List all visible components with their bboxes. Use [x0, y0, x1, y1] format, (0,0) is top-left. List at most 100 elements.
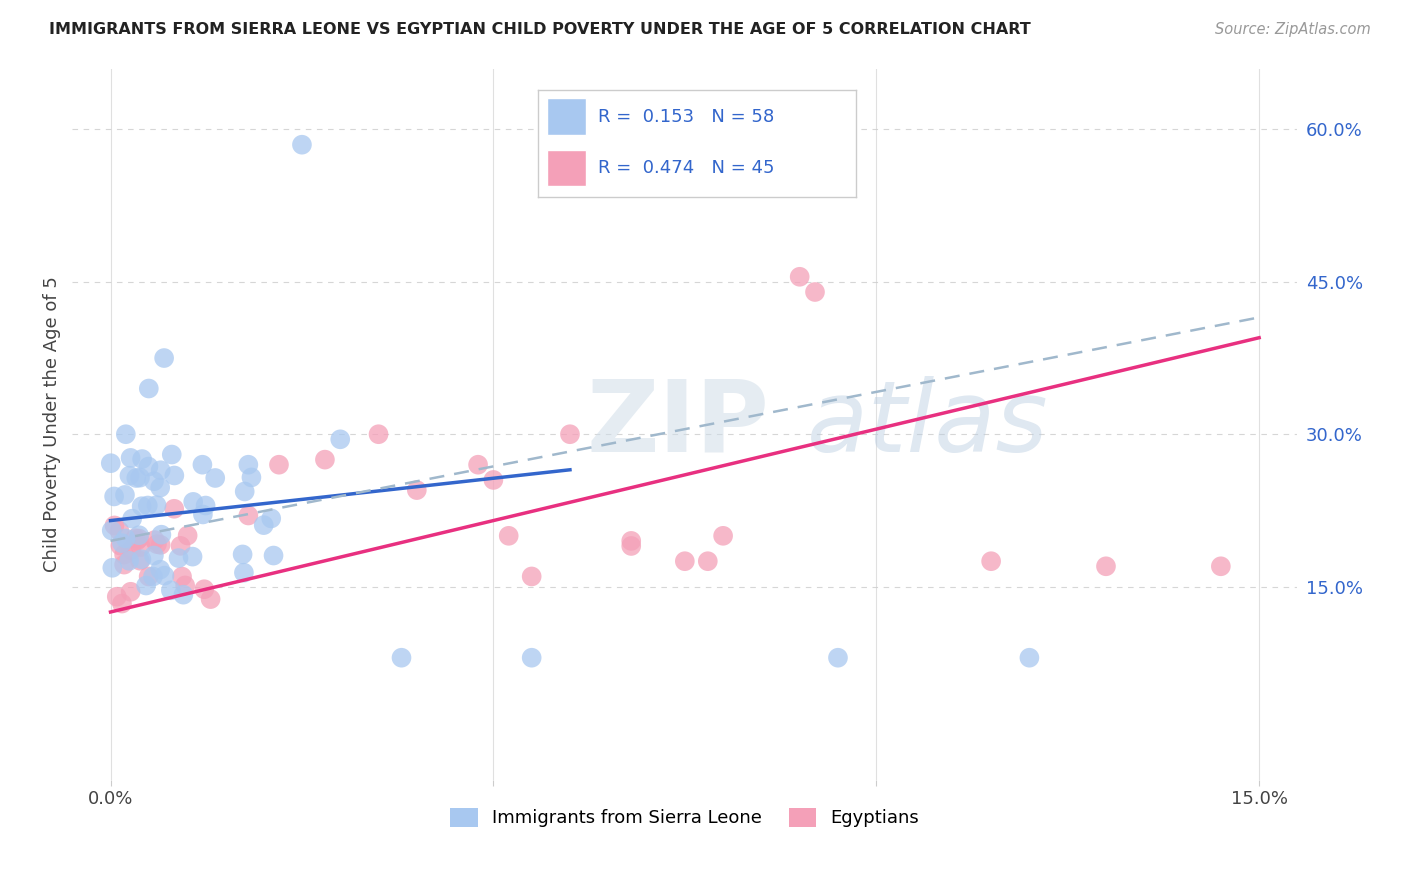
Point — [176, 528, 198, 542]
Point — [124, 531, 146, 545]
Point — [232, 548, 254, 562]
Point — [200, 592, 222, 607]
Point — [110, 539, 132, 553]
Point — [114, 427, 136, 442]
Point — [149, 538, 172, 552]
Point — [128, 528, 150, 542]
Point — [193, 582, 215, 597]
Point — [174, 578, 197, 592]
Point — [150, 527, 173, 541]
Point — [191, 458, 214, 472]
Point — [125, 471, 148, 485]
Point — [111, 536, 134, 550]
Point — [232, 566, 254, 580]
Point — [181, 549, 204, 564]
Point — [120, 584, 142, 599]
Point — [111, 597, 134, 611]
Point — [172, 588, 194, 602]
Point — [167, 551, 190, 566]
Point — [498, 529, 520, 543]
Point — [149, 563, 172, 577]
Point — [138, 569, 160, 583]
Point — [673, 554, 696, 568]
Point — [1018, 650, 1040, 665]
Point — [135, 578, 157, 592]
Point — [114, 532, 136, 546]
Point — [267, 458, 290, 472]
Point — [146, 537, 169, 551]
Point — [128, 532, 150, 546]
Point — [114, 488, 136, 502]
Point — [181, 495, 204, 509]
Point — [129, 470, 152, 484]
Text: ZIP: ZIP — [586, 376, 769, 473]
Point — [129, 540, 152, 554]
Point — [131, 500, 153, 514]
Point — [145, 498, 167, 512]
Point — [142, 549, 165, 563]
Text: atlas: atlas — [807, 376, 1049, 473]
Point — [163, 501, 186, 516]
Point — [329, 432, 352, 446]
Point — [108, 524, 131, 538]
Point — [153, 568, 176, 582]
Text: Source: ZipAtlas.com: Source: ZipAtlas.com — [1215, 22, 1371, 37]
Point — [827, 650, 849, 665]
Point — [520, 650, 543, 665]
Point — [1095, 559, 1118, 574]
Point — [169, 539, 191, 553]
Point — [112, 548, 135, 562]
Point — [149, 463, 172, 477]
Point — [260, 511, 283, 525]
Point — [520, 569, 543, 583]
Point — [789, 269, 811, 284]
Point — [131, 552, 153, 566]
Point — [804, 285, 827, 299]
Point — [149, 481, 172, 495]
Point — [118, 554, 141, 568]
Point — [482, 473, 505, 487]
Point — [136, 499, 159, 513]
Point — [160, 583, 183, 598]
Point — [980, 554, 1002, 568]
Point — [696, 554, 718, 568]
Point — [620, 539, 643, 553]
Point — [125, 533, 148, 548]
Point — [467, 458, 489, 472]
Point — [118, 468, 141, 483]
Point — [120, 542, 142, 557]
Point — [101, 561, 124, 575]
Point — [194, 499, 217, 513]
Text: IMMIGRANTS FROM SIERRA LEONE VS EGYPTIAN CHILD POVERTY UNDER THE AGE OF 5 CORREL: IMMIGRANTS FROM SIERRA LEONE VS EGYPTIAN… — [49, 22, 1031, 37]
Point — [204, 471, 226, 485]
Point — [1209, 559, 1232, 574]
Point — [143, 533, 166, 548]
Point — [170, 569, 193, 583]
Point — [314, 452, 336, 467]
Point — [405, 483, 427, 497]
Point — [238, 508, 260, 523]
Point — [391, 650, 413, 665]
Point — [620, 533, 643, 548]
Point — [138, 459, 160, 474]
Point — [253, 518, 276, 533]
Point — [233, 484, 256, 499]
Point — [120, 450, 142, 465]
Point — [291, 137, 314, 152]
Point — [191, 508, 214, 522]
Y-axis label: Child Poverty Under the Age of 5: Child Poverty Under the Age of 5 — [44, 277, 60, 572]
Point — [240, 470, 263, 484]
Point — [263, 549, 285, 563]
Point — [100, 456, 122, 470]
Point — [121, 511, 143, 525]
Point — [143, 475, 166, 489]
Point — [142, 569, 165, 583]
Point — [131, 452, 153, 467]
Point — [112, 558, 135, 572]
Point — [129, 554, 152, 568]
Point — [367, 427, 389, 442]
Point — [238, 458, 260, 472]
Point — [163, 468, 186, 483]
Point — [160, 448, 183, 462]
Point — [153, 351, 176, 365]
